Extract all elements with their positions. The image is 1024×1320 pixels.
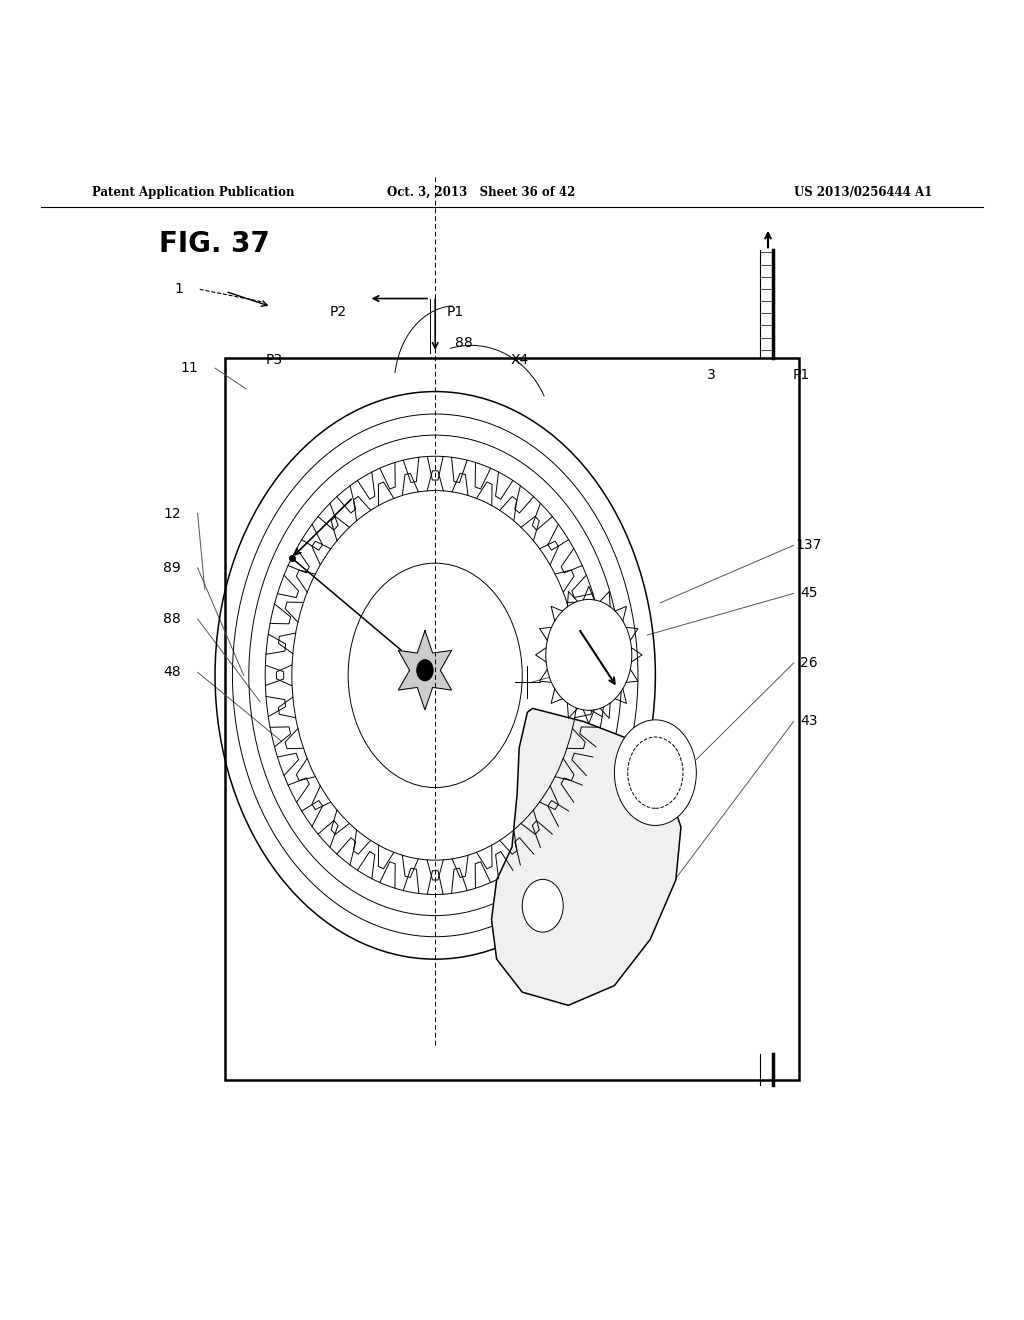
Text: 89: 89 (163, 561, 181, 574)
Text: 88: 88 (455, 335, 473, 350)
Text: 11: 11 (180, 362, 199, 375)
Ellipse shape (628, 737, 683, 808)
Ellipse shape (417, 660, 433, 681)
Text: 88: 88 (163, 612, 181, 626)
Text: P1: P1 (447, 305, 464, 319)
Bar (225, 358, 799, 1080)
Text: P3: P3 (266, 352, 283, 367)
Text: X4: X4 (511, 352, 529, 367)
Ellipse shape (348, 564, 522, 788)
Text: L1: L1 (571, 665, 588, 680)
Text: P2: P2 (330, 305, 346, 319)
Text: 43: 43 (800, 714, 818, 729)
Text: 12: 12 (163, 507, 181, 520)
Text: Oct. 3, 2013   Sheet 36 of 42: Oct. 3, 2013 Sheet 36 of 42 (387, 186, 575, 198)
Text: Patent Application Publication: Patent Application Publication (92, 186, 295, 198)
PathPatch shape (492, 709, 681, 1006)
Ellipse shape (522, 879, 563, 932)
Ellipse shape (614, 719, 696, 825)
Text: 26: 26 (800, 656, 818, 671)
Text: 45: 45 (800, 586, 818, 601)
Text: 48: 48 (163, 665, 181, 680)
Ellipse shape (546, 599, 632, 710)
Polygon shape (398, 631, 452, 710)
Text: P1: P1 (793, 368, 809, 383)
Text: 3: 3 (708, 368, 716, 383)
Text: 137: 137 (796, 539, 822, 552)
Text: FIG. 37: FIG. 37 (159, 230, 269, 259)
Text: US 2013/0256444 A1: US 2013/0256444 A1 (794, 186, 932, 198)
Text: 1: 1 (175, 282, 183, 296)
Text: 48B: 48B (412, 722, 438, 737)
